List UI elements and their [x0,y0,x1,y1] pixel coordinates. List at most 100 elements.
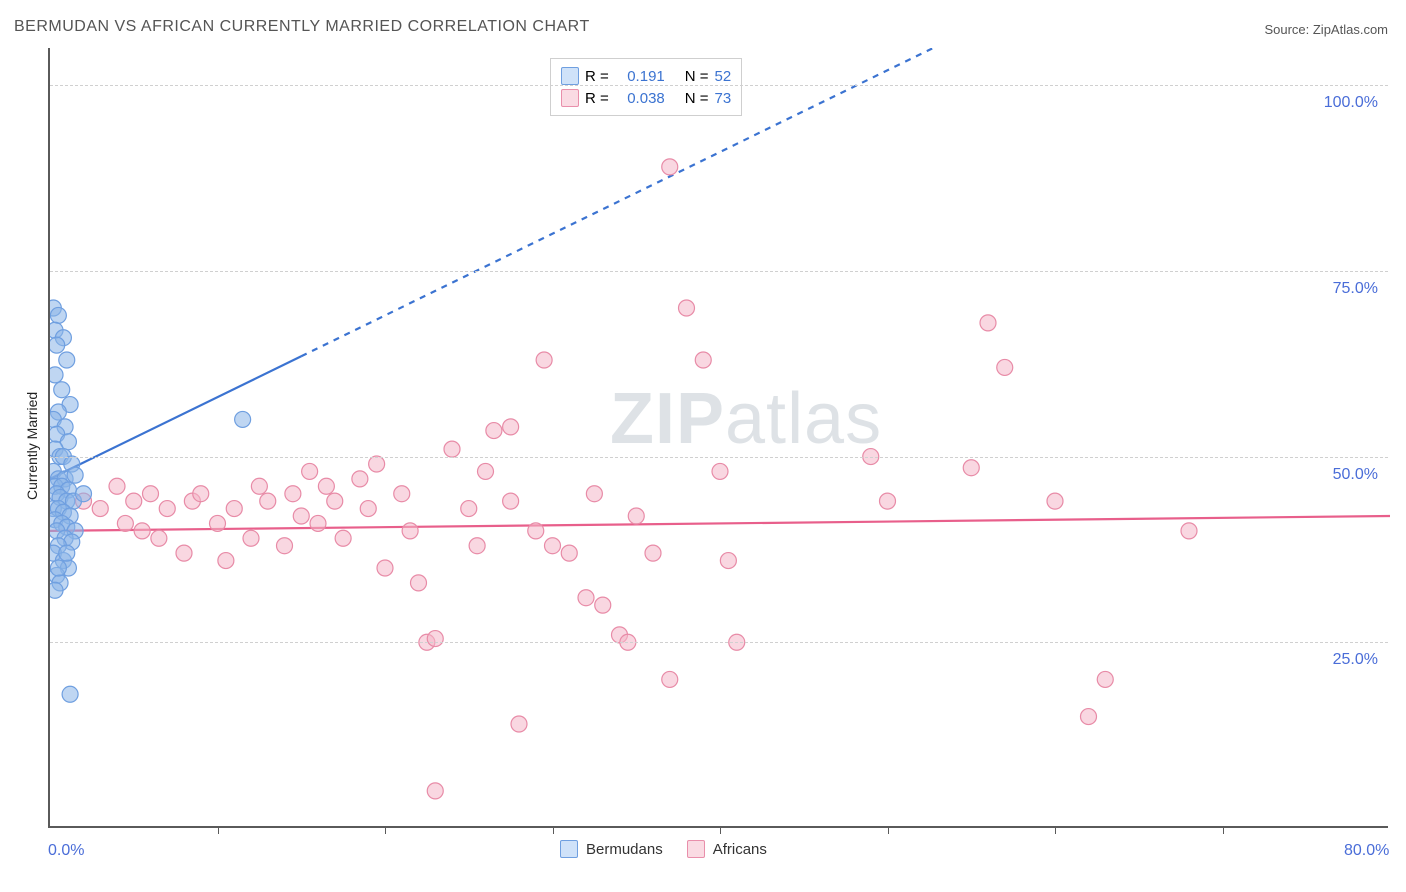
n-value: 52 [715,68,732,85]
data-point [59,352,75,368]
x-tick [1223,826,1224,834]
x-tick [888,826,889,834]
chart-svg [50,48,1390,828]
n-label: N = [685,90,709,107]
data-point [536,352,552,368]
data-point [444,441,460,457]
data-point [394,486,410,502]
y-tick-label: 25.0% [1333,651,1378,669]
data-point [218,553,234,569]
data-point [586,486,602,502]
data-point [210,515,226,531]
data-point [318,478,334,494]
data-point [76,486,92,502]
data-point [226,501,242,517]
correlation-legend: R = 0.191 N = 52 R = 0.038 N = 73 [550,58,742,116]
legend-label-bermudans: Bermudans [586,841,663,858]
x-tick [553,826,554,834]
data-point [260,493,276,509]
plot-area: ZIPatlas R = 0.191 N = 52 R = 0.038 N = … [48,48,1388,828]
swatch-africans [561,89,579,107]
legend-row-bermudans: R = 0.191 N = 52 [561,65,731,87]
data-point [963,460,979,476]
data-point [1047,493,1063,509]
data-point [67,467,83,483]
gridline [50,271,1388,272]
y-tick-label: 75.0% [1333,280,1378,298]
legend-row-africans: R = 0.038 N = 73 [561,87,731,109]
data-point [645,545,661,561]
data-point [1097,671,1113,687]
data-point [243,530,259,546]
x-axis-start-label: 0.0% [48,842,84,860]
data-point [628,508,644,524]
gridline [50,457,1388,458]
n-value: 73 [715,90,732,107]
legend-item-africans: Africans [687,840,767,858]
legend-label-africans: Africans [713,841,767,858]
data-point [193,486,209,502]
source-attribution: Source: ZipAtlas.com [1264,22,1388,37]
swatch-bermudans-bottom [560,840,578,858]
data-point [411,575,427,591]
data-point [302,463,318,479]
y-axis-label: Currently Married [24,392,40,500]
data-point [109,478,125,494]
data-point [695,352,711,368]
data-point [293,508,309,524]
n-label: N = [685,68,709,85]
data-point [712,463,728,479]
data-point [461,501,477,517]
data-point [235,411,251,427]
data-point [143,486,159,502]
swatch-bermudans [561,67,579,85]
data-point [478,463,494,479]
chart-title: BERMUDAN VS AFRICAN CURRENTLY MARRIED CO… [14,18,590,36]
data-point [427,783,443,799]
data-point [679,300,695,316]
data-point [310,515,326,531]
data-point [50,582,63,598]
data-point [662,159,678,175]
swatch-africans-bottom [687,840,705,858]
data-point [980,315,996,331]
data-point [360,501,376,517]
r-label: R = [585,68,609,85]
data-point [880,493,896,509]
data-point [62,686,78,702]
data-point [528,523,544,539]
data-point [503,493,519,509]
r-value: 0.191 [615,68,665,85]
data-point [159,501,175,517]
data-point [251,478,267,494]
data-point [134,523,150,539]
data-point [427,631,443,647]
data-point [1081,709,1097,725]
data-point [50,560,66,576]
data-point [126,493,142,509]
data-point [595,597,611,613]
data-point [402,523,418,539]
data-point [486,423,502,439]
x-tick [1055,826,1056,834]
x-tick [720,826,721,834]
gridline [50,642,1388,643]
series-legend: Bermudans Africans [560,840,767,858]
data-point [511,716,527,732]
data-point [352,471,368,487]
data-point [285,486,301,502]
x-tick [385,826,386,834]
x-axis-end-label: 80.0% [1344,842,1389,860]
r-label: R = [585,90,609,107]
data-point [377,560,393,576]
data-point [50,307,66,323]
data-point [92,501,108,517]
data-point [1181,523,1197,539]
data-point [277,538,293,554]
gridline [50,85,1388,86]
data-point [469,538,485,554]
data-point [117,515,133,531]
data-point [369,456,385,472]
data-point [50,367,63,383]
data-point [335,530,351,546]
